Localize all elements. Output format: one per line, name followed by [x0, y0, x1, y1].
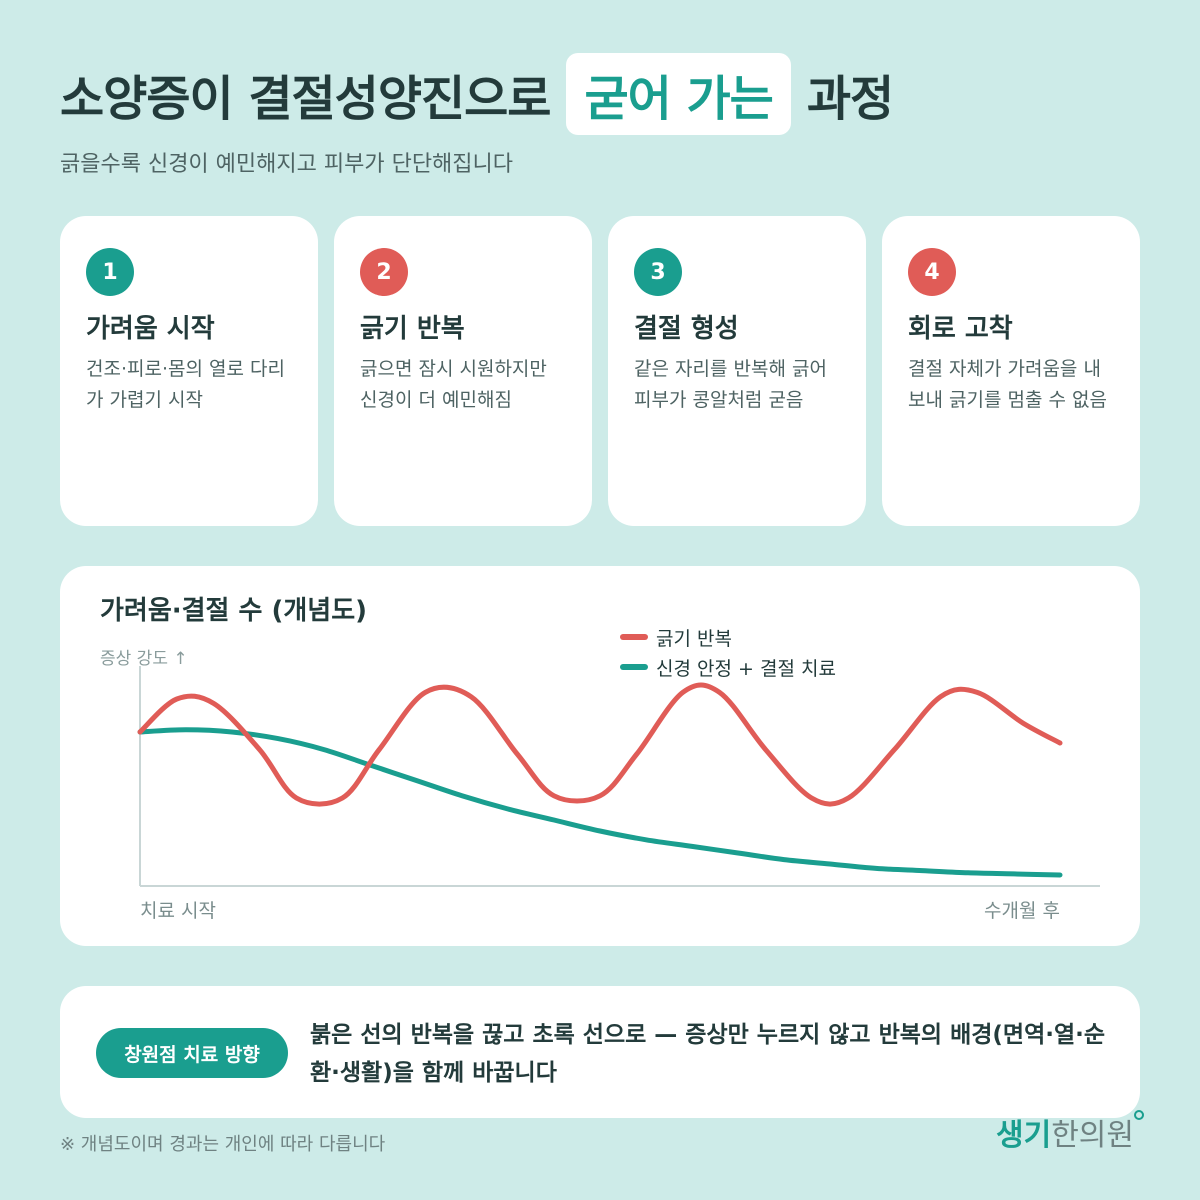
chart-plot — [137, 666, 1100, 887]
legend-item: 신경 안정 + 결절 치료 — [620, 652, 836, 682]
treatment-direction-card: 창원점 치료 방향 붉은 선의 반복을 끊고 초록 선으로 — 증상만 누르지 … — [60, 986, 1140, 1118]
legend-item: 긁기 반복 — [620, 622, 836, 652]
page-title: 소양증이 결절성양진으로 굳어 가는 과정 — [60, 52, 894, 136]
step-title: 회로 고착 — [908, 314, 1013, 344]
treatment-direction-badge: 창원점 치료 방향 — [96, 1028, 288, 1078]
legend-label: 신경 안정 + 결절 치료 — [656, 657, 836, 680]
step-card-1: 1 가려움 시작 건조·피로·몸의 열로 다리가 가렵기 시작 — [60, 216, 318, 526]
step-number-badge: 2 — [360, 248, 408, 296]
step-description: 결절 자체가 가려움을 내보내 긁기를 멈출 수 없음 — [908, 358, 1107, 411]
y-axis-label: 증상 강도 ↑ — [100, 649, 188, 669]
step-number-badge: 3 — [634, 248, 682, 296]
step-card-4: 4 회로 고착 결절 자체가 가려움을 내보내 긁기를 멈출 수 없음 — [882, 216, 1140, 526]
treatment-direction-text: 붉은 선의 반복을 끊고 초록 선으로 — 증상만 누르지 않고 반복의 배경(… — [310, 1022, 1106, 1086]
footnote: ※ 개념도이며 경과는 개인에 따라 다릅니다 — [60, 1134, 386, 1155]
step-number-badge: 4 — [908, 248, 956, 296]
step-card-3: 3 결절 형성 같은 자리를 반복해 긁어 피부가 콩알처럼 굳음 — [608, 216, 866, 526]
chart-title: 가려움·결절 수 (개념도) — [100, 596, 368, 626]
logo-dot-icon — [1134, 1110, 1144, 1120]
title-part-1: 소양증이 결절성양진으로 — [60, 71, 551, 127]
x-axis-end-label: 수개월 후 — [984, 900, 1060, 922]
legend-label: 긁기 반복 — [656, 627, 732, 650]
clinic-logo: 생기한의원 — [995, 1110, 1144, 1154]
chart-card: 가려움·결절 수 (개념도) 증상 강도 ↑ 긁기 반복 신경 안정 + 결절 … — [60, 566, 1140, 946]
logo-part-2: 한의원 — [1051, 1118, 1134, 1153]
series-line-2 — [137, 727, 1063, 878]
x-axis-start-label: 치료 시작 — [140, 900, 216, 922]
title-part-2: 과정 — [806, 71, 894, 127]
step-title: 긁기 반복 — [360, 314, 465, 344]
legend-swatch — [620, 664, 648, 670]
step-description: 긁으면 잠시 시원하지만 신경이 더 예민해짐 — [360, 358, 547, 411]
step-title: 가려움 시작 — [86, 314, 215, 344]
step-title: 결절 형성 — [634, 314, 739, 344]
step-description: 같은 자리를 반복해 긁어 피부가 콩알처럼 굳음 — [634, 358, 827, 411]
chart-legend: 긁기 반복 신경 안정 + 결절 치료 — [620, 622, 836, 682]
title-highlight: 굳어 가는 — [566, 53, 791, 135]
series-line-1 — [137, 682, 1063, 807]
step-card-2: 2 긁기 반복 긁으면 잠시 시원하지만 신경이 더 예민해짐 — [334, 216, 592, 526]
legend-swatch — [620, 634, 648, 640]
page-subtitle: 긁을수록 신경이 예민해지고 피부가 단단해집니다 — [60, 152, 514, 177]
step-description: 건조·피로·몸의 열로 다리가 가렵기 시작 — [86, 358, 285, 411]
step-cards: 1 가려움 시작 건조·피로·몸의 열로 다리가 가렵기 시작 2 긁기 반복 … — [60, 216, 1140, 526]
step-number-badge: 1 — [86, 248, 134, 296]
logo-part-1: 생기 — [995, 1118, 1052, 1153]
